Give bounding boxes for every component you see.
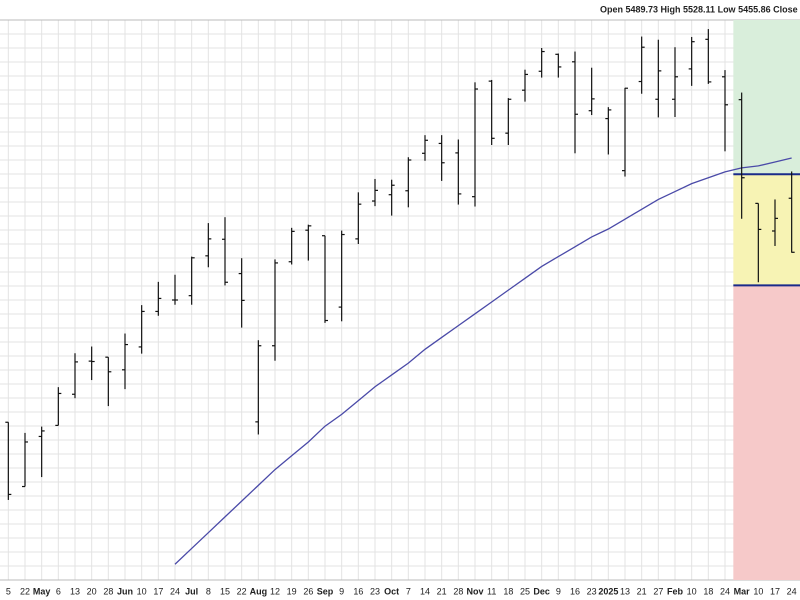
x-tick-label: 12: [270, 586, 280, 596]
x-tick-label: 15: [220, 586, 230, 596]
x-tick-label: 17: [770, 586, 780, 596]
x-tick-label: 26: [303, 586, 313, 596]
x-tick-label: 16: [570, 586, 580, 596]
x-tick-label: 21: [437, 586, 447, 596]
x-tick-label: 28: [453, 586, 463, 596]
x-tick-label: 19: [287, 586, 297, 596]
x-tick-label: 11: [487, 586, 496, 596]
ohlc-readout: Open 5489.73 High 5528.11 Low 5455.86 Cl…: [600, 4, 800, 14]
x-tick-label: 10: [137, 586, 147, 596]
x-tick-label: Oct: [384, 586, 399, 596]
x-tick-label: 9: [556, 586, 561, 596]
x-tick-label: 10: [753, 586, 763, 596]
x-tick-label: Nov: [466, 586, 483, 596]
x-tick-label: 14: [420, 586, 430, 596]
x-tick-label: 10: [687, 586, 697, 596]
x-tick-label: Jul: [185, 586, 198, 596]
x-tick-label: Sep: [317, 586, 334, 596]
x-tick-label: 23: [370, 586, 380, 596]
x-tick-label: 18: [503, 586, 513, 596]
x-tick-label: 21: [637, 586, 647, 596]
x-tick-label: 20: [87, 586, 97, 596]
x-tick-label: Aug: [250, 586, 268, 596]
x-tick-label: 5: [6, 586, 11, 596]
x-tick-label: 25: [520, 586, 530, 596]
x-tick-label: 28: [103, 586, 113, 596]
bars: [5, 29, 795, 565]
x-tick-label: Jun: [117, 586, 133, 596]
x-tick-label: May: [33, 586, 51, 596]
x-tick-label: 9: [339, 586, 344, 596]
x-tick-label: 13: [620, 586, 630, 596]
x-tick-label: 2025: [598, 586, 618, 596]
x-tick-label: 18: [703, 586, 713, 596]
moving-average: [174, 157, 792, 565]
zone: [733, 174, 800, 286]
x-tick-label: 17: [153, 586, 163, 596]
x-tick-label: 8: [206, 586, 211, 596]
x-tick-label: Dec: [533, 586, 550, 596]
x-tick-label: 22: [20, 586, 30, 596]
zone: [733, 285, 800, 580]
zones: [733, 20, 800, 580]
x-axis: 5 22 May 6 13 20 28 Jun 10 17 24 Jul 8 15 22 Aug 12 19 26 S…: [6, 586, 797, 596]
x-tick-label: Mar: [734, 586, 751, 596]
x-tick-label: 24: [720, 586, 730, 596]
x-tick-label: 6: [56, 586, 61, 596]
x-tick-label: 13: [70, 586, 80, 596]
x-tick-label: Feb: [667, 586, 684, 596]
x-tick-label: 27: [653, 586, 663, 596]
zone: [733, 20, 800, 175]
x-tick-label: 24: [170, 586, 180, 596]
grid: [0, 19, 800, 581]
x-tick-label: 23: [587, 586, 597, 596]
x-tick-label: 22: [237, 586, 247, 596]
x-tick-label: 16: [353, 586, 363, 596]
x-tick-label: 7: [406, 586, 411, 596]
x-tick-label: 24: [787, 586, 797, 596]
